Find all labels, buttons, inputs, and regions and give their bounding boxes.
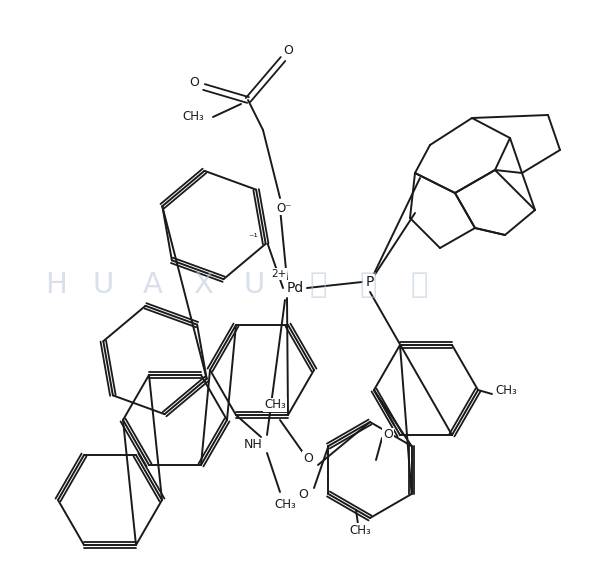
Text: CH₃: CH₃ <box>495 384 517 396</box>
Text: X: X <box>194 271 214 299</box>
Text: O: O <box>283 43 293 56</box>
Text: CH₃: CH₃ <box>349 523 371 536</box>
Text: P: P <box>366 275 374 289</box>
Text: H: H <box>45 271 67 299</box>
Text: U: U <box>243 271 264 299</box>
Text: O: O <box>298 487 308 500</box>
Text: U: U <box>93 271 114 299</box>
Text: O: O <box>303 452 313 465</box>
Text: O: O <box>189 76 199 89</box>
Text: 2+: 2+ <box>271 269 287 279</box>
Text: 化: 化 <box>310 271 327 299</box>
Text: CH₃: CH₃ <box>264 399 286 412</box>
Text: 学: 学 <box>360 271 378 299</box>
Text: CH₃: CH₃ <box>182 111 204 124</box>
Text: Pd: Pd <box>286 281 304 295</box>
Text: CH₃: CH₃ <box>274 499 296 512</box>
Text: NH: NH <box>244 438 263 452</box>
Text: ⁻¹: ⁻¹ <box>249 233 258 243</box>
Text: O⁻: O⁻ <box>276 201 291 214</box>
Text: 加: 加 <box>410 271 428 299</box>
Text: A: A <box>142 271 162 299</box>
Text: O: O <box>383 429 393 442</box>
